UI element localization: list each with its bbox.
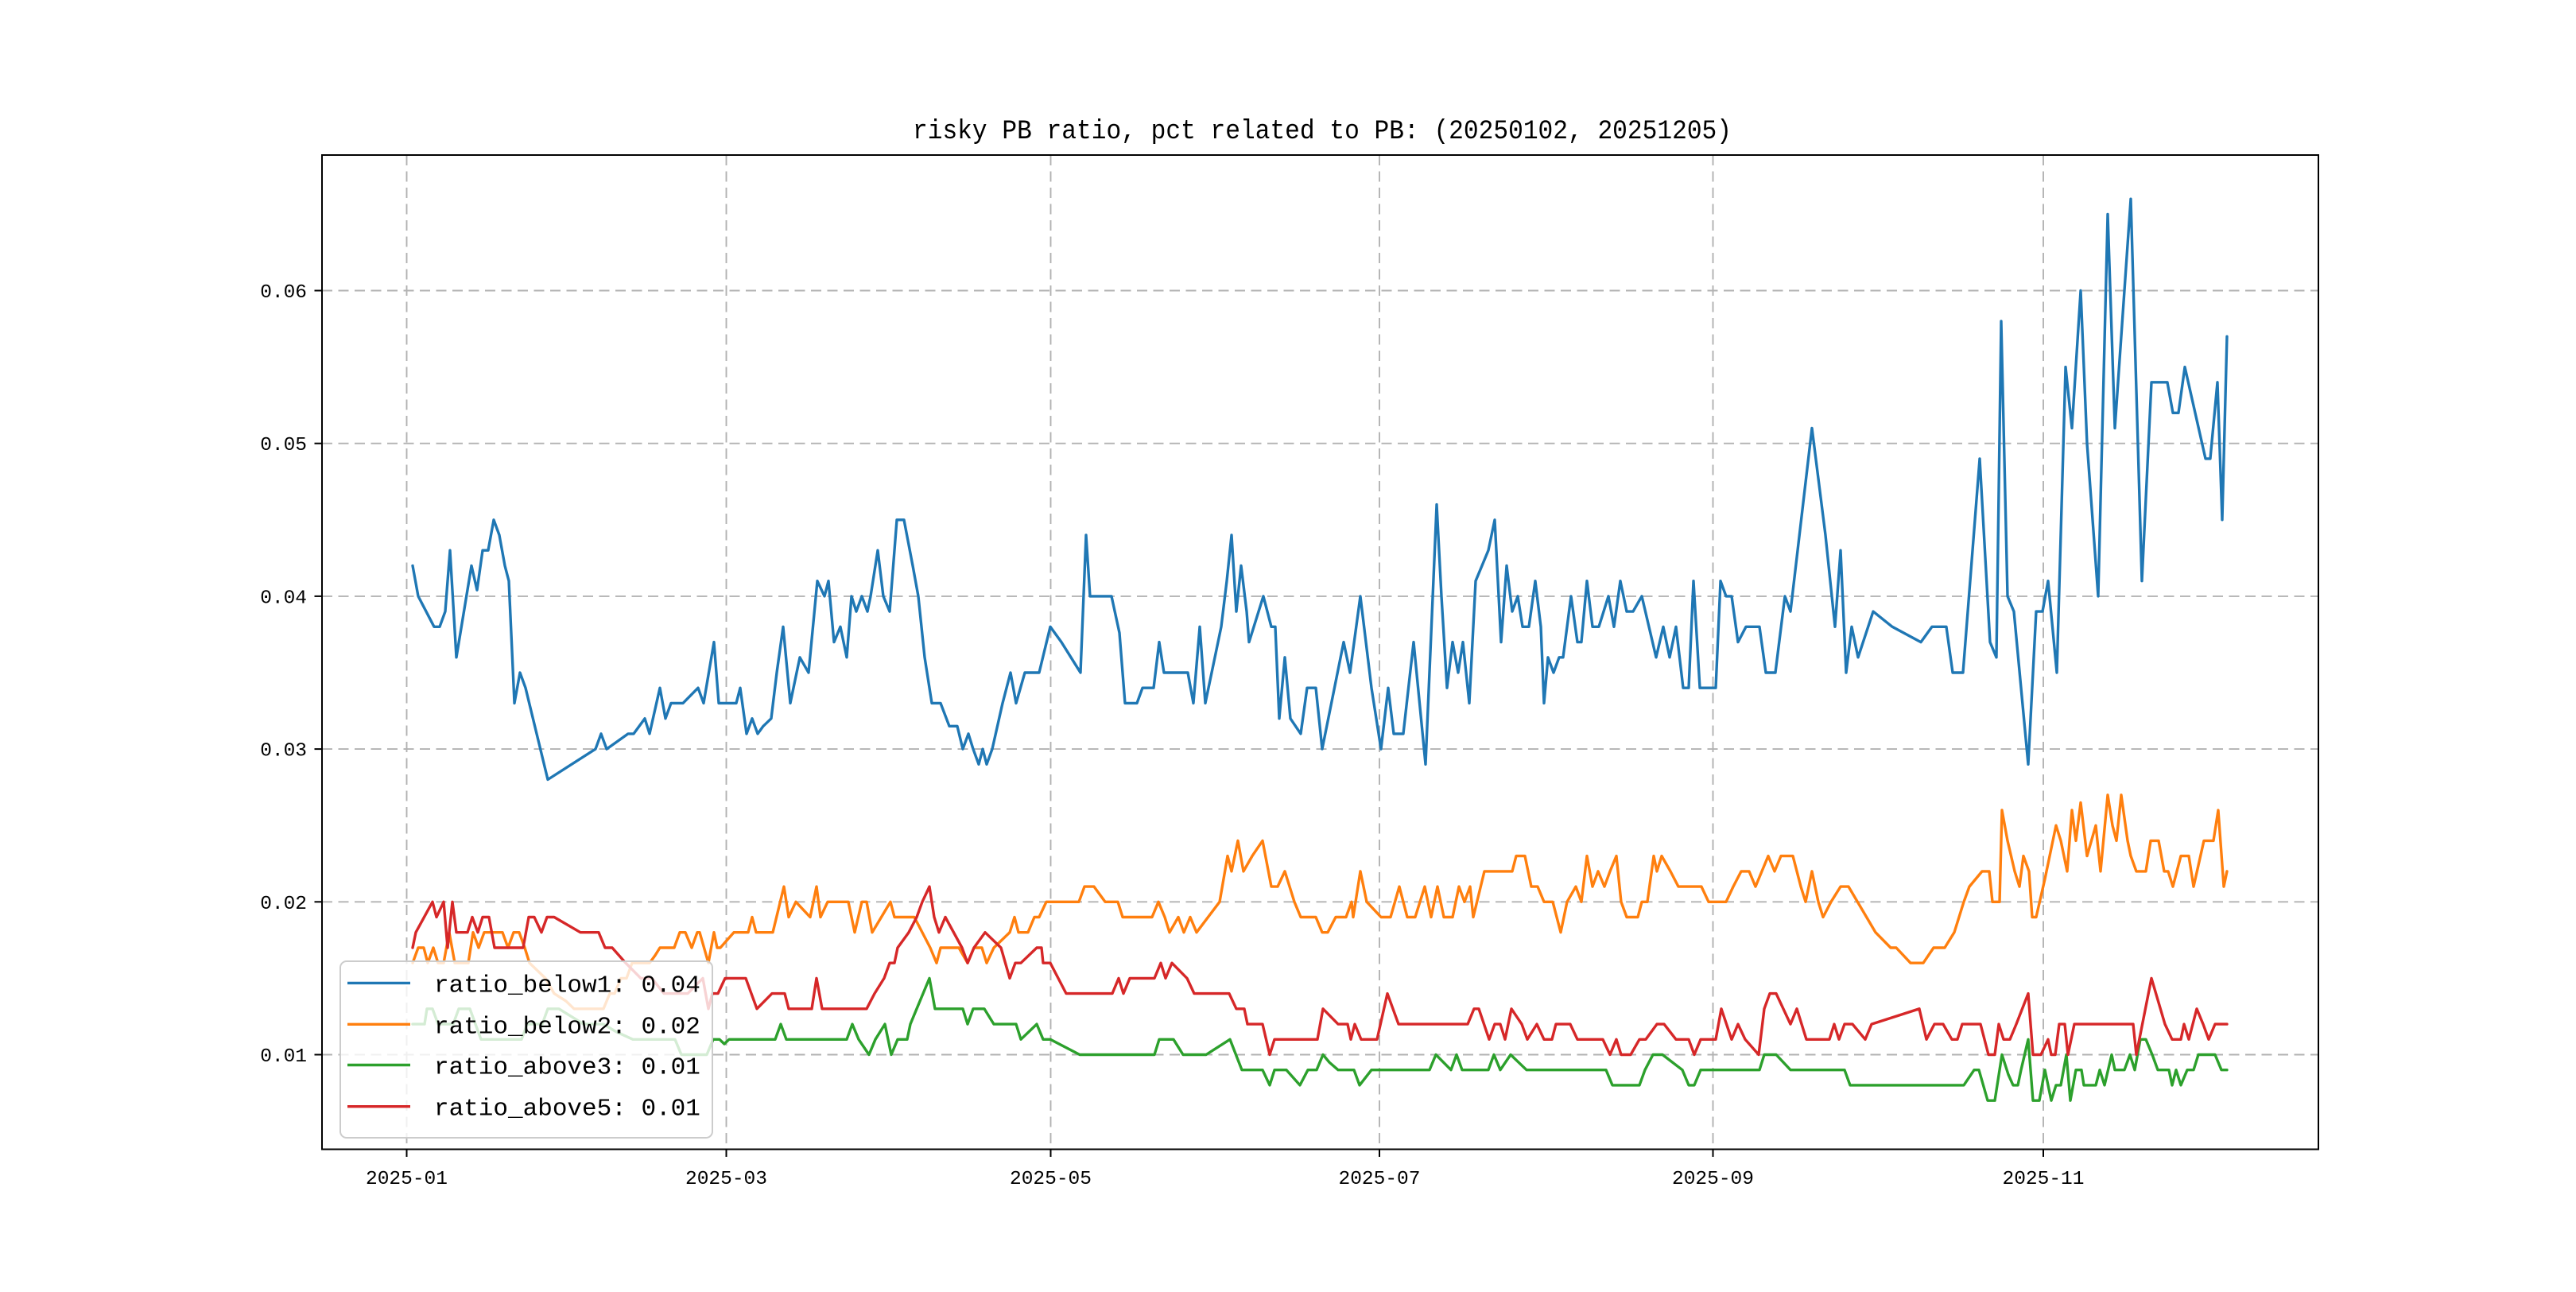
svg-text:0.06: 0.06 [260,282,307,304]
svg-text:2025-05: 2025-05 [1010,1169,1092,1190]
svg-text:2025-07: 2025-07 [1339,1169,1421,1190]
svg-text:0.02: 0.02 [260,894,307,915]
svg-text:2025-09: 2025-09 [1672,1169,1754,1190]
svg-text:2025-11: 2025-11 [2003,1169,2085,1190]
svg-text:0.05: 0.05 [260,435,307,456]
svg-text:ratio_above5: 0.01: ratio_above5: 0.01 [434,1096,700,1123]
svg-text:ratio_below1: 0.04: ratio_below1: 0.04 [434,972,700,999]
svg-text:risky PB ratio, pct related to: risky PB ratio, pct related to PB: (2025… [913,117,1732,147]
svg-text:ratio_above3: 0.01: ratio_above3: 0.01 [434,1054,700,1082]
svg-text:2025-01: 2025-01 [366,1169,448,1190]
svg-text:0.01: 0.01 [260,1046,307,1068]
svg-text:ratio_below2: 0.02: ratio_below2: 0.02 [434,1013,700,1041]
svg-text:0.03: 0.03 [260,741,307,762]
svg-text:0.04: 0.04 [260,588,307,609]
svg-text:2025-03: 2025-03 [685,1169,767,1190]
